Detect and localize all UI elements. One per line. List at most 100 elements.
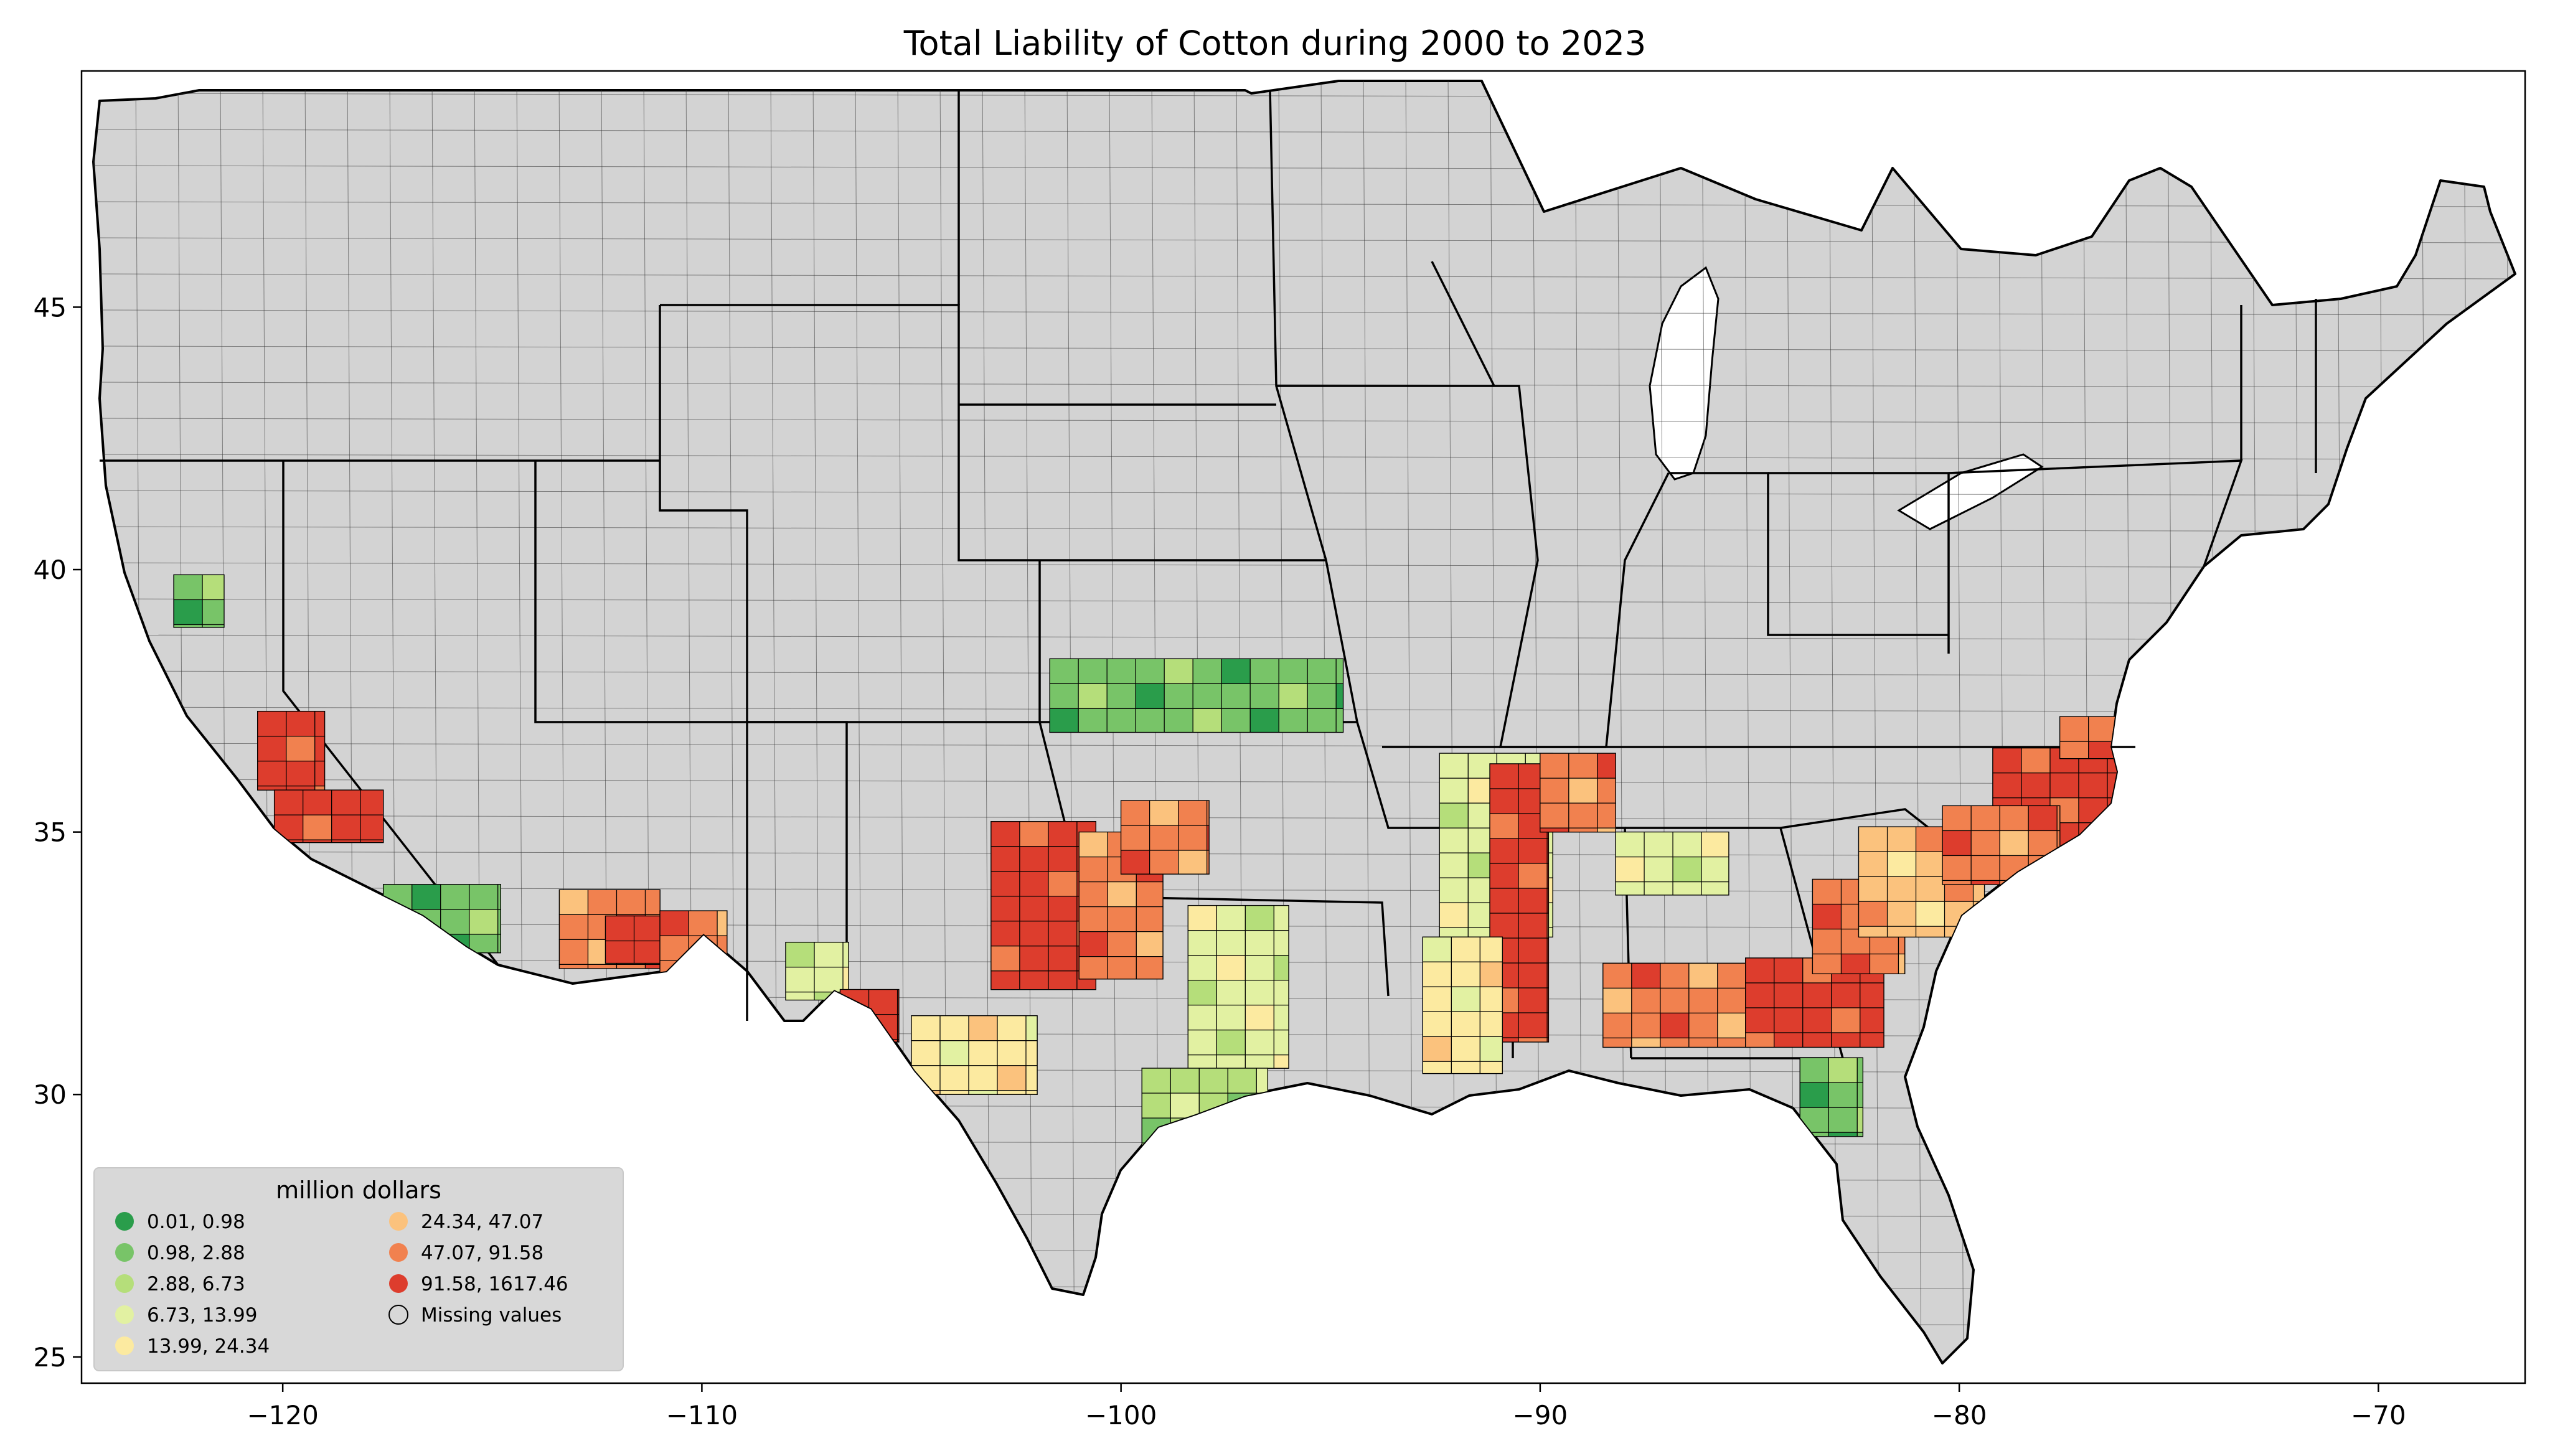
- county-cell: [2021, 773, 2051, 799]
- county-cell: [644, 964, 661, 969]
- county-cell: [659, 985, 689, 990]
- county-cell: [1048, 896, 1078, 922]
- county-cell: [1439, 902, 1469, 928]
- county-cell: [1025, 1015, 1038, 1041]
- county-cell: [1244, 955, 1274, 981]
- county-cell: [1187, 980, 1217, 1006]
- county-cell: [2107, 822, 2128, 848]
- county-cell: [1672, 857, 1702, 883]
- county-cell: [2056, 880, 2061, 885]
- county-cell: [1644, 857, 1673, 883]
- y-tick-label: 40: [34, 555, 67, 585]
- county-cell: [412, 934, 441, 954]
- region-va-southeast: [2059, 716, 2132, 759]
- county-cell: [558, 939, 589, 965]
- region-nc-south: [1942, 805, 2061, 885]
- county-cell: [814, 942, 844, 968]
- county-cell: [1672, 832, 1702, 858]
- county-cell: [1048, 970, 1078, 990]
- county-cell: [1546, 937, 1549, 964]
- county-cell: [331, 839, 361, 843]
- county-cell: [997, 1090, 1027, 1095]
- county-cell: [1451, 986, 1480, 1012]
- county-cell: [1273, 905, 1289, 931]
- county-cell: [1019, 970, 1049, 990]
- county-cell: [1915, 826, 1945, 852]
- legend-box: [93, 1167, 624, 1371]
- county-cell: [1048, 946, 1078, 972]
- county-cell: [1019, 896, 1049, 922]
- county-cell: [1799, 1107, 1829, 1133]
- region-al-south: [1602, 962, 1751, 1048]
- county-cell: [360, 839, 384, 843]
- county-cell: [1106, 683, 1136, 709]
- legend-label: 24.34, 47.07: [421, 1211, 543, 1233]
- county-cell: [1216, 1005, 1246, 1031]
- county-cell: [1774, 1032, 1804, 1048]
- county-cell: [558, 914, 589, 940]
- legend: million dollars 0.01, 0.98 0.98, 2.88 2.88…: [93, 1167, 624, 1371]
- county-cell: [1518, 1012, 1548, 1038]
- county-cell: [1273, 930, 1289, 956]
- county-cell: [1615, 832, 1645, 858]
- county-cell: [1135, 708, 1165, 733]
- county-cell: [911, 1015, 941, 1041]
- county-cell: [1856, 1082, 1863, 1108]
- county-cell: [616, 964, 646, 969]
- county-cell: [896, 1038, 900, 1043]
- county-cell: [1479, 936, 1503, 962]
- county-cell: [842, 967, 849, 993]
- county-cell: [1602, 987, 1632, 1014]
- county-cell: [1886, 901, 1917, 927]
- county-cell: [1164, 708, 1193, 733]
- county-cell: [1489, 788, 1519, 814]
- legend-items: 0.01, 0.98 0.98, 2.88 2.88, 6.73 6.73, 13.9…: [115, 1211, 568, 1358]
- county-cell: [314, 736, 326, 762]
- region-al-north: [1615, 831, 1729, 896]
- county-cell: [1225, 1287, 1243, 1310]
- county-cell: [1597, 827, 1616, 833]
- county-cell: [1518, 987, 1548, 1013]
- county-cell: [1615, 881, 1645, 896]
- county-cell: [1227, 1142, 1257, 1168]
- county-cell: [1672, 881, 1702, 896]
- county-cell: [1828, 1057, 1858, 1083]
- county-cell: [1479, 1011, 1503, 1037]
- county-cell: [1518, 913, 1548, 939]
- x-tick-label: −120: [247, 1400, 318, 1430]
- y-tick-label: 25: [34, 1342, 67, 1373]
- county-cell: [1198, 1068, 1228, 1094]
- county-cell: [360, 814, 384, 840]
- county-cell: [1489, 763, 1519, 789]
- county-cell: [497, 909, 501, 935]
- county-cell: [1273, 980, 1289, 1006]
- county-cell: [1869, 953, 1899, 974]
- county-cell: [814, 967, 844, 993]
- x-tick-label: −90: [1513, 1400, 1568, 1430]
- county-cell: [990, 871, 1020, 897]
- county-cell: [1078, 832, 1108, 858]
- county-cell: [202, 574, 225, 601]
- region-ca-sacramento: [173, 574, 225, 628]
- region-tx-rio-grande: [1196, 1262, 1243, 1310]
- county-cell: [1840, 953, 1871, 974]
- legend-marker: [115, 1212, 134, 1231]
- county-cell: [1078, 857, 1108, 883]
- county-cell: [997, 1065, 1027, 1091]
- county-cell: [1942, 855, 1972, 881]
- county-cell: [1568, 802, 1598, 829]
- county-cell: [785, 942, 815, 968]
- county-cell: [911, 1040, 941, 1066]
- county-cell: [2049, 773, 2079, 799]
- county-cell: [1078, 683, 1108, 709]
- county-cell: [2117, 741, 2132, 759]
- county-cell: [1225, 1262, 1243, 1288]
- county-cell: [1828, 1107, 1858, 1133]
- county-cell: [2107, 797, 2128, 824]
- county-cell: [1858, 826, 1888, 852]
- county-cell: [1299, 1104, 1319, 1130]
- county-cell: [839, 1038, 870, 1043]
- county-cell: [1970, 855, 2000, 881]
- county-cell: [587, 889, 618, 915]
